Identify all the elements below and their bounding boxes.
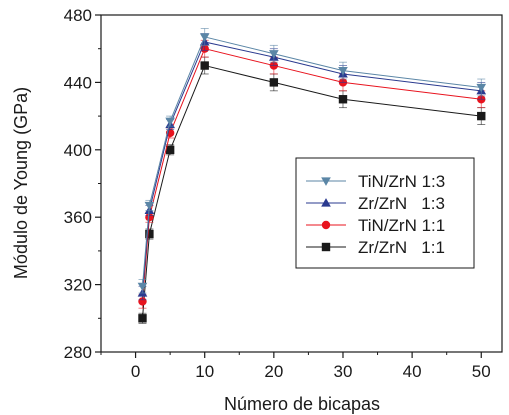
- legend-marker: [321, 198, 331, 207]
- legend-label: Zr/ZrN 1:1: [358, 238, 445, 257]
- legend-marker: [321, 242, 331, 252]
- data-point: [138, 297, 147, 306]
- y-tick-label: 320: [64, 276, 92, 295]
- data-point: [200, 61, 209, 70]
- data-point: [165, 145, 175, 154]
- y-tick-label: 440: [64, 73, 92, 92]
- legend-entry: Zr/ZrN 1:1: [306, 238, 445, 257]
- data-point: [338, 67, 348, 76]
- data-point: [138, 314, 147, 323]
- x-tick-label: 0: [131, 362, 140, 381]
- x-tick-label: 10: [195, 362, 214, 381]
- series-layer: [137, 28, 487, 324]
- data-point: [477, 111, 486, 121]
- x-tick-label: 30: [334, 362, 353, 381]
- data-point: [199, 33, 210, 42]
- legend-entry: TiN/ZrN 1:3: [306, 172, 445, 191]
- y-tick-label: 480: [64, 6, 92, 25]
- data-point: [137, 282, 148, 292]
- legend-label: TiN/ZrN 1:3: [358, 172, 445, 191]
- legend: TiN/ZrN 1:3 Zr/ZrN 1:3 TiN/ZrN 1:1 Zr/ZrN 1…: [295, 157, 475, 269]
- y-tick-label: 400: [64, 141, 92, 160]
- x-axis-ticks: 0 10 20 30 40 50: [100, 352, 491, 381]
- data-point: [144, 201, 155, 211]
- legend-marker: [321, 177, 331, 186]
- legend-marker: [321, 220, 331, 230]
- x-tick-label: 20: [264, 362, 283, 381]
- data-point: [269, 50, 279, 59]
- y-axis-title: Módulo de Young (GPa): [11, 87, 31, 279]
- data-point: [145, 229, 154, 239]
- legend-entry: TiN/ZrN 1:1: [306, 216, 445, 235]
- y-tick-label: 360: [64, 208, 92, 227]
- x-axis-title: Número de bicapas: [224, 394, 380, 414]
- legend-label: TiN/ZrN 1:1: [358, 216, 445, 235]
- data-point: [269, 78, 279, 87]
- x-tick-label: 40: [403, 362, 422, 381]
- legend-label: Zr/ZrN 1:3: [358, 194, 445, 213]
- data-point: [165, 117, 175, 126]
- y-axis-ticks: 280 320 360 400 440 480: [64, 6, 101, 362]
- legend-entry: Zr/ZrN 1:3: [306, 194, 445, 213]
- y-tick-label: 280: [64, 343, 92, 362]
- x-tick-label: 50: [472, 362, 491, 381]
- data-point: [145, 213, 154, 222]
- data-point: [338, 95, 348, 104]
- data-point: [476, 83, 487, 93]
- series: [137, 28, 487, 294]
